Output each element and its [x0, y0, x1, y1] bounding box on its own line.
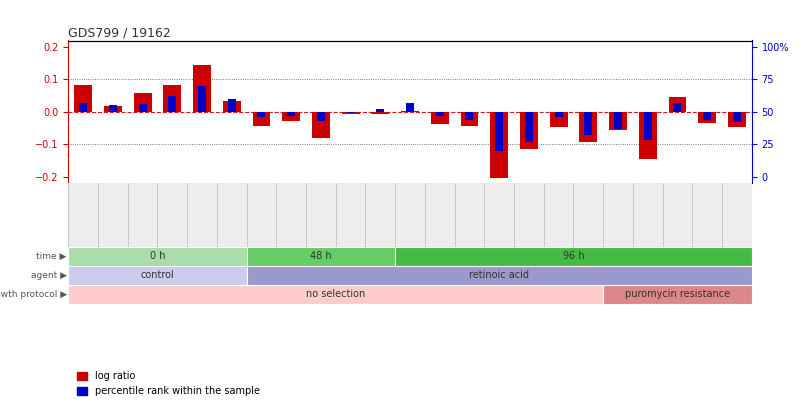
Bar: [68, 285, 602, 304]
Bar: [282, 112, 300, 121]
Bar: [609, 112, 626, 130]
Bar: [198, 86, 206, 112]
Bar: [108, 105, 116, 112]
Bar: [584, 112, 592, 135]
Bar: [721, 183, 751, 247]
Bar: [336, 183, 365, 247]
Bar: [227, 99, 235, 112]
Bar: [401, 111, 418, 112]
Bar: [247, 266, 751, 285]
Bar: [138, 104, 146, 112]
Bar: [673, 103, 681, 112]
Bar: [602, 285, 751, 304]
Bar: [732, 112, 740, 122]
Bar: [104, 106, 122, 112]
Bar: [316, 112, 324, 121]
Bar: [643, 112, 651, 141]
Text: growth protocol ▶: growth protocol ▶: [0, 290, 67, 299]
Bar: [128, 183, 157, 247]
Bar: [79, 103, 87, 112]
Bar: [341, 112, 359, 115]
Bar: [68, 266, 247, 285]
Bar: [520, 112, 537, 149]
Bar: [287, 112, 295, 116]
Legend: log ratio, percentile rank within the sample: log ratio, percentile rank within the sa…: [73, 367, 263, 400]
Bar: [668, 97, 686, 112]
Bar: [524, 112, 532, 142]
Bar: [68, 183, 98, 247]
Bar: [247, 183, 276, 247]
Bar: [697, 112, 715, 123]
Text: agent ▶: agent ▶: [31, 271, 67, 280]
Text: 96 h: 96 h: [562, 251, 584, 261]
Bar: [247, 247, 395, 266]
Text: puromycin resistance: puromycin resistance: [624, 289, 729, 299]
Bar: [217, 183, 247, 247]
Bar: [365, 183, 395, 247]
Text: GDS799 / 19162: GDS799 / 19162: [68, 26, 171, 39]
Bar: [573, 183, 602, 247]
Bar: [163, 85, 181, 112]
Bar: [406, 103, 414, 112]
Bar: [513, 183, 543, 247]
Bar: [727, 112, 745, 128]
Bar: [98, 183, 128, 247]
Bar: [543, 183, 573, 247]
Bar: [691, 183, 721, 247]
Bar: [430, 112, 448, 124]
Bar: [549, 112, 567, 127]
Bar: [632, 183, 662, 247]
Bar: [554, 112, 562, 117]
Bar: [376, 109, 384, 112]
Bar: [602, 183, 632, 247]
Bar: [222, 101, 240, 112]
Bar: [168, 96, 176, 112]
Bar: [306, 183, 336, 247]
Bar: [424, 183, 454, 247]
Bar: [395, 183, 424, 247]
Text: 48 h: 48 h: [310, 251, 332, 261]
Text: 0 h: 0 h: [149, 251, 165, 261]
Text: retinoic acid: retinoic acid: [469, 270, 528, 280]
Bar: [257, 112, 265, 117]
Bar: [187, 183, 217, 247]
Bar: [454, 183, 483, 247]
Bar: [490, 112, 507, 178]
Bar: [346, 112, 354, 113]
Text: time ▶: time ▶: [36, 252, 67, 261]
Bar: [579, 112, 597, 142]
Bar: [68, 247, 247, 266]
Bar: [483, 183, 513, 247]
Bar: [638, 112, 656, 159]
Bar: [193, 66, 210, 112]
Bar: [312, 112, 329, 139]
Bar: [703, 112, 711, 119]
Bar: [276, 183, 306, 247]
Bar: [460, 112, 478, 126]
Text: no selection: no selection: [306, 289, 365, 299]
Bar: [133, 94, 151, 112]
Text: control: control: [141, 270, 174, 280]
Bar: [157, 183, 187, 247]
Bar: [371, 112, 389, 114]
Bar: [662, 183, 691, 247]
Bar: [74, 85, 92, 112]
Bar: [252, 112, 270, 126]
Bar: [495, 112, 503, 151]
Bar: [395, 247, 751, 266]
Bar: [465, 112, 473, 119]
Bar: [435, 112, 443, 116]
Bar: [613, 112, 622, 129]
